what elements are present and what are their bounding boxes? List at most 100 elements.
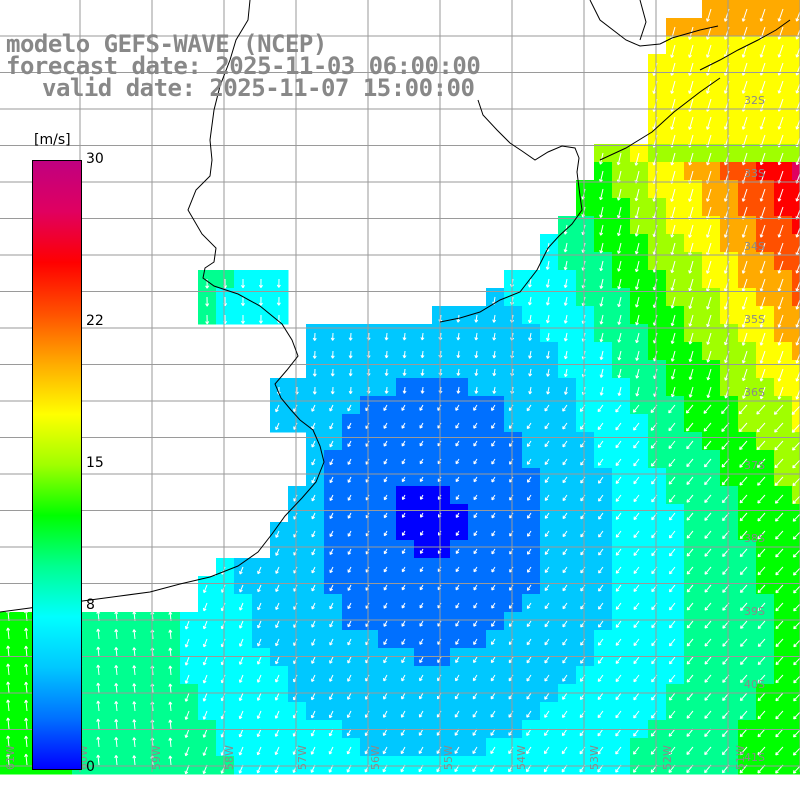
wind-vector [527, 566, 532, 573]
wind-vector [704, 746, 712, 756]
wind-vector [490, 692, 496, 700]
wind-speed-cell [792, 270, 800, 289]
wind-speed-cell [792, 0, 800, 19]
wind-vector [777, 8, 784, 22]
wind-vector [668, 512, 676, 521]
wind-vector [562, 620, 568, 628]
wind-vector [633, 422, 640, 431]
wind-vector [686, 710, 694, 719]
wind-vector [597, 746, 604, 755]
wind-vector [615, 674, 622, 683]
wind-vector [329, 548, 334, 556]
wind-vector [706, 224, 712, 238]
wind-vector [757, 602, 766, 612]
wind-vector [383, 584, 388, 591]
wind-vector [670, 188, 676, 202]
wind-vector [686, 746, 694, 755]
wind-vector [704, 728, 712, 737]
wind-vector [455, 512, 460, 518]
wind-vector [704, 476, 712, 486]
latitude-label: 36S [744, 386, 765, 399]
wind-vector [114, 665, 119, 676]
wind-vector [238, 710, 244, 720]
wind-vector [633, 458, 640, 467]
wind-vector [419, 692, 424, 700]
wind-vector [329, 458, 334, 466]
wind-vector [562, 548, 568, 556]
wind-vector [757, 692, 766, 702]
wind-vector [669, 602, 676, 611]
wind-vector [617, 224, 622, 237]
wind-vector [668, 746, 676, 755]
wind-vector [346, 746, 352, 755]
wind-vector [347, 422, 352, 430]
wind-vector [686, 422, 694, 432]
wind-vector [563, 350, 568, 360]
wind-speed-cell [108, 630, 127, 649]
wind-speed-cell [126, 612, 145, 631]
wind-vector [205, 314, 210, 325]
wind-vector [741, 116, 748, 130]
wind-vector [777, 26, 784, 40]
wind-vector [168, 647, 173, 658]
wind-vector [526, 710, 532, 718]
wind-vector [184, 728, 190, 738]
wind-vector [704, 584, 712, 593]
wind-vector [617, 350, 622, 361]
wind-vector [330, 386, 335, 395]
wind-vector [561, 728, 568, 737]
wind-vector [777, 188, 784, 202]
wind-vector [24, 627, 29, 640]
wind-vector [473, 530, 478, 537]
wind-speed-cell [144, 630, 163, 649]
wind-vector [563, 242, 568, 253]
latitude-label: 33S [744, 167, 765, 180]
wind-vector [238, 674, 244, 683]
wind-vector [562, 422, 568, 430]
wind-vector [419, 548, 424, 554]
wind-vector [703, 422, 712, 432]
wind-vector [756, 440, 766, 451]
wind-speed-cell [90, 738, 109, 757]
wind-vector [96, 700, 101, 712]
wind-vector [688, 224, 694, 238]
wind-vector [96, 718, 101, 730]
wind-vector [599, 386, 604, 396]
latitude-label: 34S [744, 240, 765, 253]
wind-vector [455, 458, 460, 465]
wind-vector [686, 458, 694, 468]
wind-vector [473, 494, 478, 501]
wind-vector [757, 728, 766, 738]
wind-vector [599, 332, 604, 343]
wind-vector [473, 584, 478, 591]
wind-vector [756, 422, 766, 433]
wind-vector [686, 674, 694, 683]
wind-vector [669, 620, 676, 629]
wind-vector [491, 404, 496, 411]
wind-vector [741, 8, 748, 22]
wind-vector [615, 494, 622, 502]
wind-vector [633, 530, 640, 539]
wind-vector [492, 332, 497, 341]
wind-vector [739, 476, 748, 486]
wind-vector [24, 735, 29, 748]
wind-vector [597, 692, 604, 701]
wind-vector [706, 80, 712, 94]
wind-vector [635, 350, 640, 361]
wind-vector [561, 746, 568, 755]
wind-vector [239, 638, 244, 647]
wind-vector [633, 440, 640, 449]
wind-vector [544, 728, 550, 737]
wind-vector [6, 735, 11, 748]
wind-vector [419, 422, 424, 429]
wind-vector [418, 746, 424, 755]
wind-vector [184, 674, 190, 684]
wind-vector [401, 692, 406, 700]
wind-vector [455, 566, 460, 573]
wind-vector [635, 296, 640, 308]
wind-vector [256, 746, 262, 756]
wind-vector [420, 512, 424, 518]
wind-vector [757, 710, 766, 720]
wind-vector [202, 602, 208, 612]
wind-vector [420, 368, 425, 376]
